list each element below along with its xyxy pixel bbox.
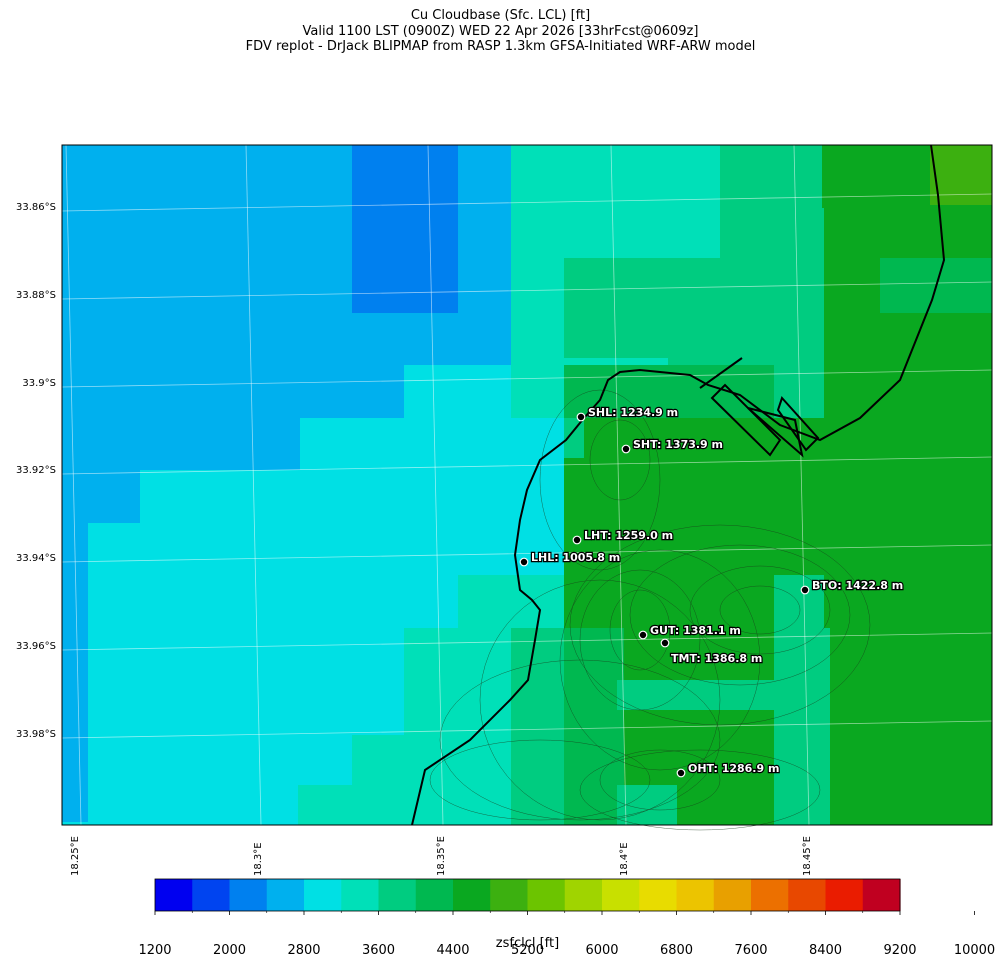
station-label: TMT: 1386.8 m xyxy=(671,652,762,665)
station-tmt: TMT: 1386.8 m xyxy=(660,638,764,666)
longitude-label: 18.3°E xyxy=(253,842,264,876)
colorbar-swatch xyxy=(155,879,193,911)
colorbar-tick: 1200 xyxy=(138,943,172,958)
colorbar-tick: 3600 xyxy=(361,943,396,958)
station-label: GUT: 1381.1 m xyxy=(650,624,741,637)
station-lht: LHT: 1259.0 m xyxy=(572,528,674,545)
colorbar-swatch xyxy=(304,879,342,911)
station-shl: SHL: 1234.9 m xyxy=(576,405,679,422)
cloudbase-field xyxy=(62,145,992,825)
graticule xyxy=(61,144,993,826)
colorbar-tick: 6800 xyxy=(659,943,694,958)
title-line-1: Cu Cloudbase (Sfc. LCL) [ft] xyxy=(410,8,591,23)
latitude-label: 33.9°S xyxy=(22,378,56,389)
station-markers: SHL: 1234.9 m SHT: 1373.9 m LHT: 1259.0 m L… xyxy=(519,405,904,778)
station-label: SHL: 1234.9 m xyxy=(588,406,678,419)
station-dot xyxy=(572,535,582,545)
coastline xyxy=(411,144,946,826)
colorbar-swatch xyxy=(564,879,603,911)
colorbar-tick: 2000 xyxy=(212,943,247,958)
colorbar-swatch xyxy=(639,879,678,911)
colorbar-swatch xyxy=(266,879,305,911)
colorbar-swatch xyxy=(713,879,752,911)
colorbar-swatch xyxy=(602,879,640,911)
map-frame xyxy=(61,144,993,826)
colorbar-swatch xyxy=(676,879,715,911)
latitude-label: 33.86°S xyxy=(16,202,56,213)
colorbar-swatch xyxy=(751,879,789,911)
colorbar-tick: 9200 xyxy=(883,943,917,958)
colorbar-swatch xyxy=(415,879,454,911)
latitude-label: 33.98°S xyxy=(16,729,56,740)
colorbar-tick: 5200 xyxy=(510,943,545,958)
latitude-label: 33.94°S xyxy=(16,553,56,564)
station-dot xyxy=(676,768,686,778)
station-dot xyxy=(638,630,648,640)
station-gut: GUT: 1381.1 m xyxy=(638,623,742,640)
colorbar-tick: 8400 xyxy=(808,943,843,958)
colorbar-swatch xyxy=(229,879,268,911)
station-dot xyxy=(660,638,670,648)
title-line-2: Valid 1100 LST (0900Z) WED 22 Apr 2026 [… xyxy=(302,23,699,39)
latitude-label: 33.88°S xyxy=(16,290,56,301)
colorbar-tick: 10000 xyxy=(953,943,996,958)
station-sht: SHT: 1373.9 m xyxy=(621,437,724,454)
latitude-label: 33.96°S xyxy=(16,641,56,652)
longitude-label: 18.35°E xyxy=(436,836,447,876)
station-dot xyxy=(519,557,529,567)
colorbar-swatch xyxy=(825,879,864,911)
longitude-label: 18.25°E xyxy=(70,836,81,876)
station-label: LHL: 1005.8 m xyxy=(531,551,620,564)
colorbar-swatch xyxy=(490,879,529,911)
colorbar-swatch xyxy=(378,879,417,911)
latitude-label: 33.92°S xyxy=(16,465,56,476)
station-label: SHT: 1373.9 m xyxy=(633,438,723,451)
colorbar-title: zsfclcl [ft] xyxy=(495,936,560,951)
colorbar-swatch xyxy=(788,879,827,911)
colorbar-swatch xyxy=(192,879,231,911)
terrain-contours xyxy=(429,389,871,831)
colorbar-tick: 6000 xyxy=(585,943,619,958)
station-label: OHT: 1286.9 m xyxy=(688,762,779,775)
colorbar-tick: 7600 xyxy=(734,943,768,958)
station-lhl: LHL: 1005.8 m xyxy=(519,550,621,567)
title-line-3: FDV replot - DrJack BLIPMAP from RASP 1.… xyxy=(245,39,756,54)
map-title: Cu Cloudbase (Sfc. LCL) [ft] Valid 1100 … xyxy=(0,8,1001,55)
station-dot xyxy=(621,444,631,454)
longitude-label: 18.45°E xyxy=(802,836,813,876)
longitude-label: 18.4°E xyxy=(619,842,630,876)
station-label: BTO: 1422.8 m xyxy=(812,579,903,592)
station-bto: BTO: 1422.8 m xyxy=(800,578,904,595)
station-dot xyxy=(800,585,810,595)
station-oht: OHT: 1286.9 m xyxy=(676,761,781,778)
colorbar-swatch xyxy=(341,879,380,911)
colorbar xyxy=(154,878,975,915)
colorbar-tick: 2800 xyxy=(287,943,321,958)
colorbar-swatch xyxy=(453,879,491,911)
station-label: LHT: 1259.0 m xyxy=(584,529,673,542)
station-dot xyxy=(576,412,586,422)
colorbar-swatch xyxy=(862,879,901,911)
colorbar-swatch xyxy=(527,879,566,911)
colorbar-tick: 4400 xyxy=(436,943,470,958)
